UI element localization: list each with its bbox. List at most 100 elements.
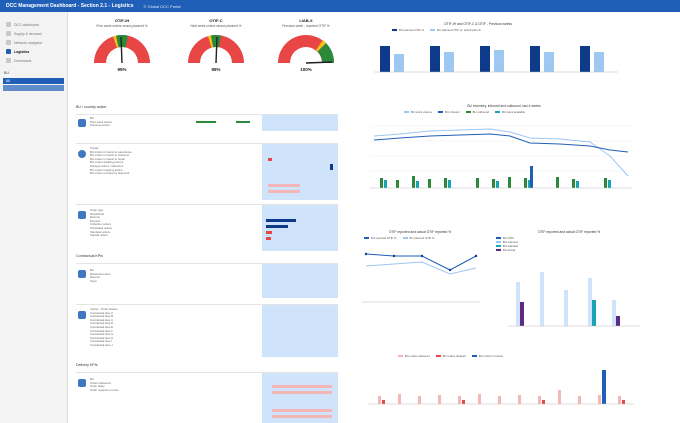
sidebar-item-dcc-dashboard[interactable]: DCC dashboard	[0, 20, 67, 29]
bar	[418, 396, 421, 404]
row-label: Dispatched	[90, 211, 104, 216]
gauge-otif-c: OTIF-C Next week orders versus planned %…	[178, 18, 254, 80]
bar	[428, 179, 431, 188]
bar	[608, 180, 611, 188]
sidebar-item-network-navigator[interactable]: Network navigator	[0, 38, 67, 47]
row-label: BU	[90, 268, 94, 272]
gauge-subtitle: Next week orders versus planned %	[190, 24, 242, 28]
tile-labels: BU Delivered orders Returns Open	[90, 268, 111, 283]
series-line	[373, 133, 629, 153]
row-label: Delivered orders	[90, 271, 111, 276]
gauge-dial	[94, 35, 150, 64]
row-label: Contractual lane I	[90, 339, 112, 344]
highlight-column	[262, 115, 338, 131]
sidebar-item-label: Supply & demand	[14, 31, 42, 36]
document-icon	[78, 311, 86, 319]
row-label: Contractual lane H	[90, 335, 114, 340]
sidebar-item-downloads[interactable]: Downloads	[0, 56, 67, 65]
legend-item: BU adjusted	[496, 244, 518, 248]
row-label: BU	[90, 116, 94, 120]
chart-title-bl: OTIF reported and actual OTIF reported %	[388, 230, 452, 234]
bar	[498, 396, 501, 404]
bar	[412, 176, 415, 188]
row-label: BU orders awaiting pick-up	[90, 160, 124, 165]
row-label: BU orders overdue by shipment	[90, 171, 130, 176]
pen-icon	[78, 211, 86, 219]
bar	[394, 54, 404, 72]
row-label: Contractual lane B	[90, 314, 114, 319]
row-label: Prior week orders	[90, 119, 112, 124]
bar	[618, 396, 621, 404]
row-label: Standard orders	[90, 229, 111, 234]
bar	[494, 50, 504, 72]
row-label: Scheduled orders	[90, 225, 112, 230]
bar	[524, 178, 527, 188]
tile-labels: Transit BU orders in transit to warehous…	[90, 146, 132, 176]
row-label: Order type	[90, 208, 104, 212]
bar	[602, 370, 606, 404]
bar	[448, 180, 451, 188]
bar	[518, 395, 521, 404]
highlight-column	[262, 205, 338, 251]
legend-item: BU stock available	[494, 110, 525, 114]
sidebar-item-logistics[interactable]: Logistics	[0, 47, 67, 56]
point	[392, 254, 396, 258]
row-label: Contractual lane A	[90, 310, 113, 315]
tile-transit: Transit BU orders in transit to warehous…	[76, 143, 338, 200]
bar	[544, 52, 554, 72]
tile-delivery: BU Orders delivered Order delay Order re…	[76, 372, 338, 423]
row-label: BU	[90, 377, 94, 381]
sidebar-item-supply-demand[interactable]: Supply & demand	[0, 29, 67, 38]
legend-item: BU orders delayed	[435, 354, 466, 358]
bar	[382, 400, 385, 404]
legend-item: BU OTIF	[496, 236, 514, 240]
network-icon	[6, 40, 11, 45]
bar	[580, 46, 590, 72]
sidebar-item-label: Downloads	[14, 58, 32, 63]
legend-item: BU orders in transit	[471, 354, 503, 358]
main-content: OTIF-IH Prior week orders versus planned…	[68, 12, 680, 423]
app-subtitle: © Global DCC Portal	[143, 3, 181, 9]
bar	[530, 166, 533, 188]
bar	[616, 316, 620, 326]
row-label: Special orders	[90, 233, 108, 238]
legend-item: BU actual	[496, 248, 515, 252]
bar	[530, 46, 540, 72]
tile-labels: Carrier - Order stream Contractual lane …	[90, 307, 118, 348]
bar	[572, 179, 575, 188]
bar	[578, 396, 581, 404]
gauge-value: 95%	[117, 67, 127, 72]
tile-carrier-stream: Carrier - Order stream Contractual lane …	[76, 304, 338, 357]
bar	[528, 180, 531, 188]
chart-legend-bottom: BU orders delivered BU orders delayed BU…	[398, 354, 503, 358]
bu-filter-option[interactable]	[3, 85, 64, 91]
bar	[458, 396, 461, 404]
row-label: Contractual lane G	[90, 332, 114, 337]
tile-labels: Order type Dispatched Returns Express Co…	[90, 208, 112, 238]
bar	[538, 396, 541, 404]
line-chart-bl	[362, 252, 480, 303]
gauge-dial	[188, 35, 244, 64]
legend-item: BU planned OTIF vs. actual plan %	[430, 28, 481, 32]
filter-label: BU	[4, 71, 9, 75]
bar	[416, 181, 419, 188]
gauge-subtitle: Previous week - reported OTIF %	[282, 24, 330, 28]
bar	[588, 278, 592, 326]
row-label: Contractual lane D	[90, 321, 114, 326]
bar	[508, 177, 511, 188]
bu-filter-select[interactable]: All	[3, 78, 64, 84]
row-label: Express	[90, 218, 101, 223]
bar	[430, 46, 440, 72]
chart-legend-mid: BU stock volume BU inbound BU outbound B…	[404, 110, 525, 114]
gauge-value: 100%	[300, 67, 312, 72]
bar-chart-br	[508, 272, 640, 327]
bar	[564, 290, 568, 326]
legend-item: BU orders delivered	[398, 354, 430, 358]
row-label: Returns	[90, 215, 100, 220]
gauge-value: 98%	[211, 67, 221, 72]
section-title-bu-action: BU / country action	[76, 105, 107, 109]
bar	[398, 394, 401, 404]
legend-item: BU outbound	[465, 110, 489, 114]
app-title: DCC Management Dashboard - Section 2.1 -…	[6, 3, 134, 9]
legend-item: BU planned OTIF %	[402, 236, 435, 240]
